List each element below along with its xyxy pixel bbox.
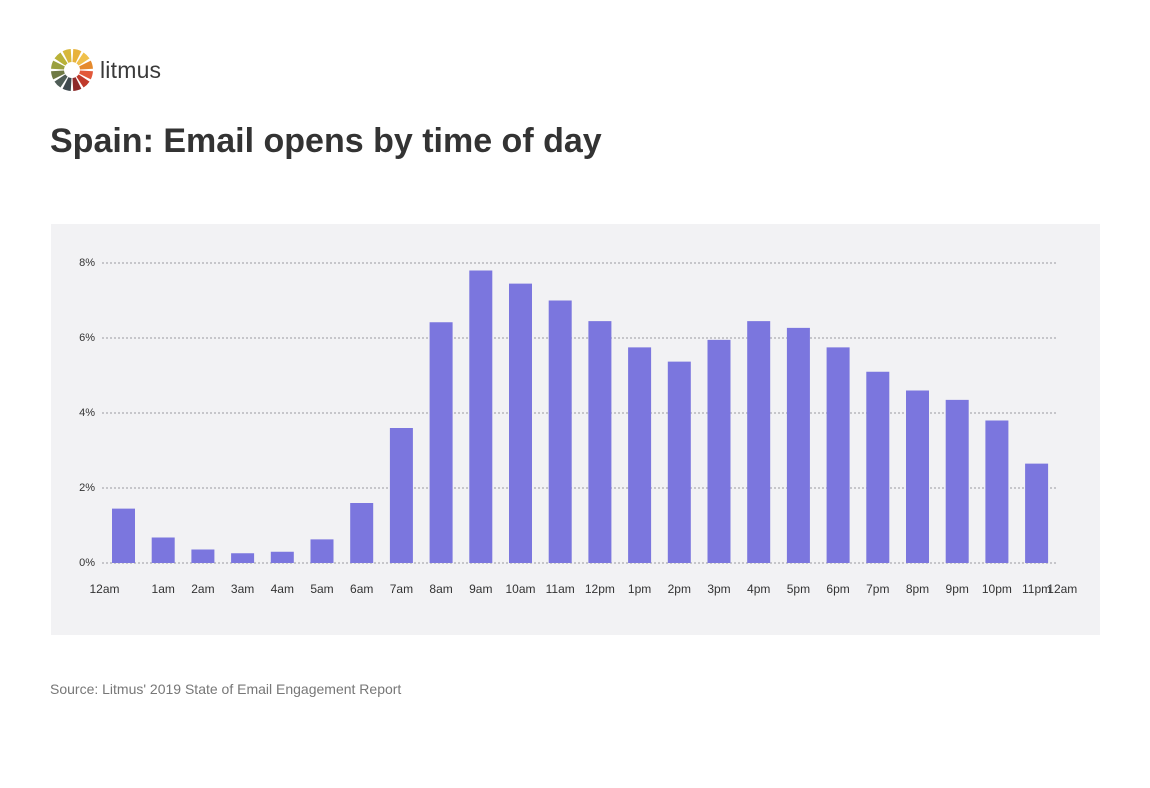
x-tick-label: 7pm [866,582,889,596]
litmus-logo: litmus [50,48,161,92]
bar-5pm [786,327,810,563]
y-tick-label: 4% [79,407,95,419]
brand-name: litmus [100,56,162,83]
bar-6pm [826,347,850,563]
y-tick-label: 8% [79,257,95,269]
bar-4pm [747,321,771,563]
bar-1pm [628,347,652,563]
logo-segment [54,52,68,66]
x-tick-label: 10am [505,582,535,596]
logo-segment [62,77,72,91]
bar-6am [350,503,374,563]
bar-7am [389,428,413,563]
x-tick-label: 8pm [906,582,929,596]
logo-segment [51,60,65,70]
x-tick-label: 12am [1047,582,1077,596]
bar-11pm [1025,463,1049,563]
litmus-logo-icon [51,49,93,91]
bar-11am [548,300,572,563]
x-tick-label: 8am [429,582,452,596]
y-tick-label: 6% [79,332,95,344]
logo-segment [76,74,90,88]
x-tick-label: 9pm [946,582,969,596]
x-tick-label: 4pm [747,582,770,596]
bar-12am [112,508,135,563]
bar-12pm [588,321,612,563]
bar-2pm [667,361,691,563]
x-tick-label: 1am [152,582,175,596]
x-tick-label: 7am [390,582,413,596]
x-tick-label: 10pm [982,582,1012,596]
y-tick-label: 2% [79,482,95,494]
bar-4am [270,551,294,563]
bar-10am [509,283,532,563]
x-tick-label: 6am [350,582,373,596]
x-tick-label: 9am [469,582,492,596]
bar-9pm [945,399,969,563]
logo-segment [72,49,82,63]
x-tick-label: 3am [231,582,254,596]
y-tick-label: 0% [79,557,95,569]
logo-segment [79,70,93,80]
bar-chart: 0% 2% 4% 6% 8% 12am 1am 2am 3am 4am 5am 6am 7am 8am 9a… [79,257,1077,596]
bar-1am [151,537,175,563]
bar-3am [231,553,255,563]
x-tick-label: 3pm [707,582,730,596]
x-tick-label: 12pm [585,582,615,596]
x-tick-label: 6pm [826,582,849,596]
x-tick-label: 1pm [628,582,651,596]
bar-8am [429,322,453,563]
x-tick-label: 12am [89,582,119,596]
x-tick-label: 11am [546,582,575,596]
source-note: Source: Litmus' 2019 State of Email Enga… [50,681,402,697]
bar-7pm [866,371,890,563]
logo-segment [79,60,93,70]
logo-segment [51,70,65,80]
x-tick-label: 5am [310,582,333,596]
bar-3pm [707,339,731,563]
x-tick-label: 2pm [668,582,691,596]
bar-9am [469,270,493,563]
bar-10pm [985,420,1009,563]
bar-2am [191,549,215,563]
logo-segment [62,49,72,63]
x-tick-label: 11pm [1022,582,1051,596]
x-tick-label: 5pm [787,582,810,596]
x-tick-label: 4am [271,582,294,596]
chart-title: Spain: Email opens by time of day [50,122,602,160]
logo-segment [72,77,82,91]
x-tick-label: 2am [191,582,214,596]
chart-panel: 0% 2% 4% 6% 8% 12am 1am 2am 3am 4am 5am 6am 7am 8am 9a… [51,224,1100,635]
bar-8pm [906,390,929,563]
logo-segment [76,52,90,66]
logo-segment [54,74,68,88]
bar-5am [310,539,334,563]
